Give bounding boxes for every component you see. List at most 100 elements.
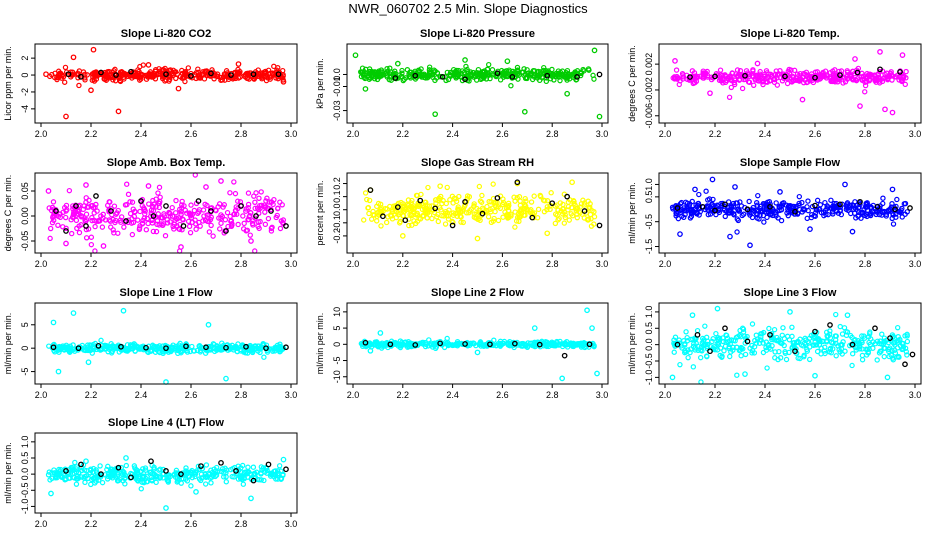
scatter-point — [822, 68, 829, 74]
reference-point — [402, 217, 409, 224]
scatter-point — [50, 199, 57, 205]
scatter-point — [726, 94, 733, 100]
scatter-point — [830, 78, 837, 84]
y-tick-label: -0.1 — [332, 215, 342, 231]
reference-point — [380, 213, 386, 220]
scatter-point — [46, 469, 52, 475]
scatter-point — [828, 197, 834, 203]
scatter-point — [522, 195, 528, 202]
scatter-point — [262, 221, 269, 228]
scatter-point — [731, 81, 738, 88]
scatter-point — [889, 347, 895, 354]
scatter-point — [245, 201, 252, 208]
scatter-point — [146, 71, 152, 78]
scatter-point — [476, 341, 483, 347]
scatter-point — [768, 346, 774, 352]
scatter-point — [769, 73, 775, 80]
scatter-point — [149, 471, 155, 477]
scatter-point — [734, 229, 740, 235]
reference-point — [487, 341, 493, 348]
scatter-point — [199, 466, 205, 472]
x-tick-label: 2.8 — [859, 390, 872, 400]
scatter-point — [96, 477, 102, 483]
scatter-point — [734, 372, 740, 378]
scatter-point — [806, 356, 813, 363]
scatter-point — [248, 347, 255, 353]
scatter-point — [518, 207, 524, 214]
outlier-point — [882, 106, 888, 113]
reference-point — [387, 341, 394, 348]
scatter-point — [754, 200, 760, 206]
scatter-point — [686, 77, 693, 83]
scatter-point — [565, 207, 571, 213]
outlier-point — [223, 375, 229, 382]
scatter-point — [684, 207, 690, 214]
scatter-point — [557, 200, 564, 206]
scatter-point — [401, 203, 407, 209]
scatter-point — [227, 190, 233, 196]
outlier-point — [812, 372, 818, 379]
scatter-point — [796, 193, 803, 200]
scatter-point — [895, 353, 902, 360]
y-tick-label: 5 — [20, 322, 30, 327]
scatter-point — [861, 335, 868, 341]
scatter-point — [856, 340, 863, 347]
scatter-point — [821, 348, 828, 354]
scatter-point — [75, 470, 82, 476]
scatter-point — [704, 353, 710, 360]
reference-point — [283, 344, 289, 351]
scatter-point — [145, 220, 151, 227]
scatter-point — [170, 223, 176, 230]
scatter-point — [278, 218, 285, 224]
scatter-point — [747, 345, 753, 351]
scatter-point — [896, 77, 902, 83]
scatter-point — [485, 214, 492, 220]
scatter-point — [562, 214, 569, 221]
outlier-point — [48, 490, 54, 497]
scatter-point — [76, 82, 82, 89]
scatter-point — [755, 192, 761, 199]
outlier-point — [83, 182, 89, 188]
scatter-point — [690, 364, 697, 370]
scatter-point — [502, 209, 508, 215]
scatter-point — [790, 340, 796, 346]
scatter-point — [245, 205, 251, 211]
scatter-point — [804, 215, 810, 222]
x-tick-label: 2.2 — [397, 129, 410, 139]
reference-point — [699, 203, 706, 210]
scatter-point — [243, 208, 249, 214]
scatter-point — [513, 218, 520, 224]
reference-point — [75, 345, 82, 352]
x-tick-label: 2.8 — [235, 519, 248, 529]
scatter-point — [268, 228, 275, 234]
reference-point — [812, 74, 818, 81]
outlier-point — [754, 60, 761, 67]
reference-point — [78, 461, 84, 468]
scatter-point — [752, 337, 758, 344]
scatter-point — [486, 72, 492, 78]
outlier-point — [742, 371, 748, 377]
outlier-point — [877, 49, 883, 55]
scatter-point — [49, 219, 56, 226]
scatter-point — [799, 209, 805, 215]
scatter-point — [797, 70, 803, 77]
scatter-point — [389, 208, 395, 214]
scatter-point — [833, 311, 839, 318]
scatter-point — [425, 184, 431, 191]
reference-point — [837, 72, 843, 78]
scatter-point — [789, 333, 795, 340]
scatter-point — [168, 70, 175, 77]
scatter-point — [172, 217, 178, 223]
scatter-point — [548, 190, 554, 196]
scatter-point — [715, 336, 721, 343]
reference-point — [827, 322, 833, 328]
scatter-point — [56, 343, 63, 350]
scatter-point — [534, 75, 541, 81]
reference-point — [73, 203, 79, 209]
scatter-point — [571, 199, 577, 205]
scatter-point — [812, 213, 818, 219]
scatter-point — [742, 351, 749, 358]
reference-point — [392, 75, 399, 81]
scatter-point — [392, 205, 399, 211]
